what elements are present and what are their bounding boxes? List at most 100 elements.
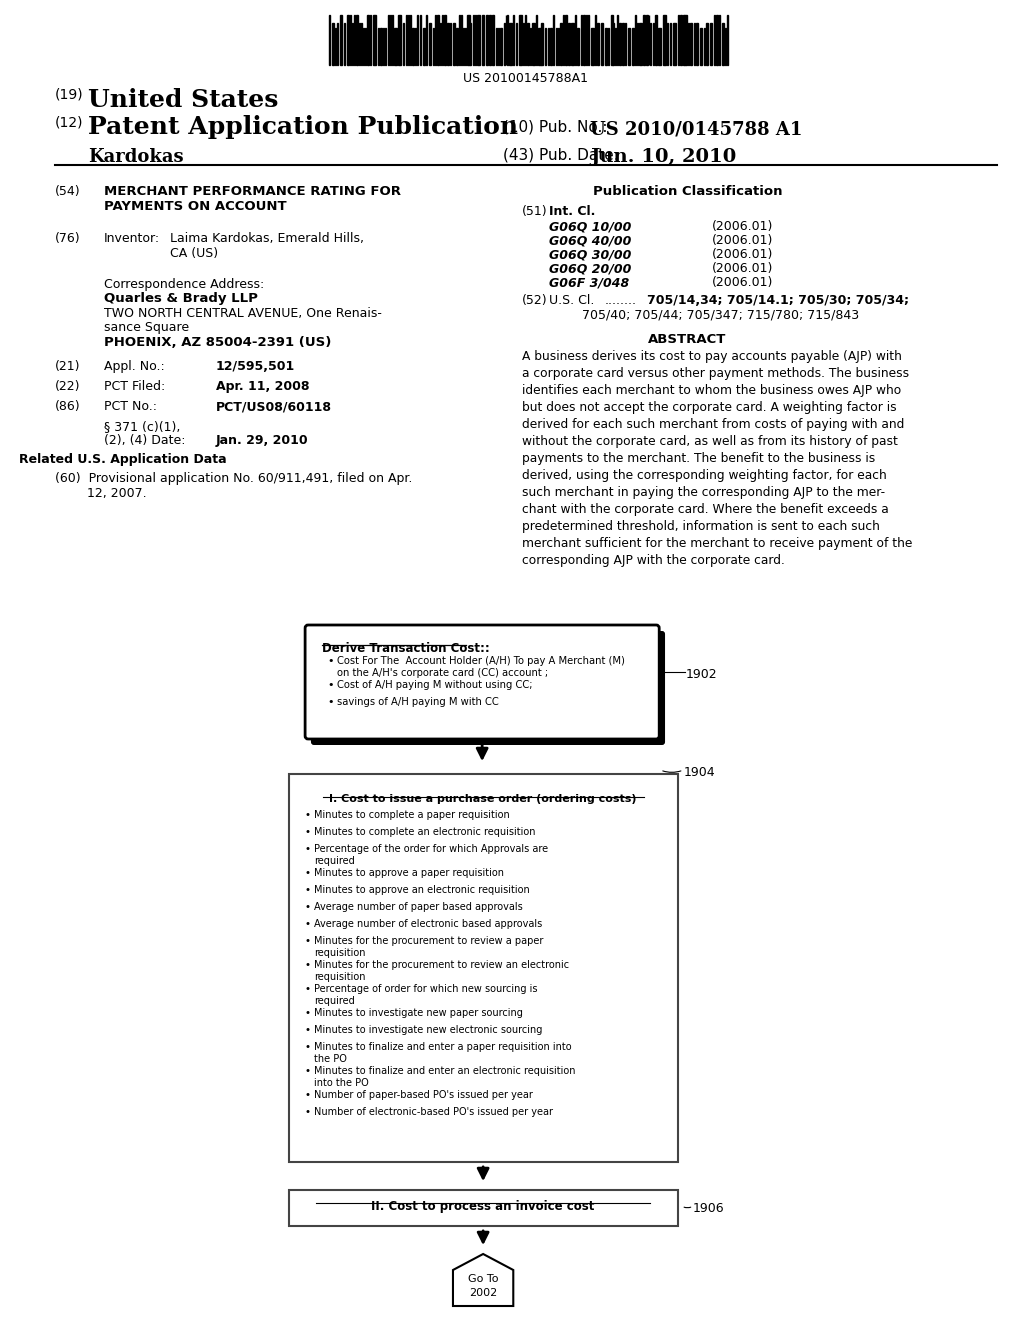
Bar — [565, 15, 567, 65]
Bar — [591, 28, 594, 65]
Text: Minutes to investigate new electronic sourcing: Minutes to investigate new electronic so… — [314, 1026, 543, 1035]
FancyBboxPatch shape — [289, 1191, 678, 1226]
Text: savings of A/H paying M with CC: savings of A/H paying M with CC — [337, 697, 499, 708]
Bar — [486, 15, 488, 65]
Text: Appl. No.:: Appl. No.: — [103, 360, 165, 374]
Text: (21): (21) — [55, 360, 81, 374]
Text: (12): (12) — [55, 115, 84, 129]
Text: (60)  Provisional application No. 60/911,491, filed on Apr.
        12, 2007.: (60) Provisional application No. 60/911,… — [55, 473, 413, 500]
Bar — [684, 15, 687, 65]
Text: PCT Filed:: PCT Filed: — [103, 380, 165, 393]
Text: Derive Transaction Cost::: Derive Transaction Cost:: — [322, 642, 489, 655]
Text: Jan. 29, 2010: Jan. 29, 2010 — [216, 434, 308, 447]
Text: •: • — [304, 936, 310, 946]
Bar — [577, 28, 580, 65]
Text: requisition: requisition — [314, 948, 366, 958]
Text: Average number of paper based approvals: Average number of paper based approvals — [314, 902, 522, 912]
Text: II. Cost to process an invoice cost: II. Cost to process an invoice cost — [372, 1200, 595, 1213]
Bar — [605, 28, 606, 65]
Text: I. Cost to issue a purchase order (ordering costs): I. Cost to issue a purchase order (order… — [330, 795, 637, 804]
Text: •: • — [304, 810, 310, 820]
Text: •: • — [304, 1041, 310, 1052]
Text: (2), (4) Date:: (2), (4) Date: — [103, 434, 185, 447]
Bar — [655, 15, 657, 65]
Text: 705/40; 705/44; 705/347; 715/780; 715/843: 705/40; 705/44; 705/347; 715/780; 715/84… — [583, 308, 859, 321]
Bar — [432, 28, 434, 65]
Bar — [444, 15, 446, 65]
Bar — [527, 22, 528, 65]
Text: •: • — [304, 1067, 310, 1076]
Bar — [477, 15, 480, 65]
Text: Minutes to approve an electronic requisition: Minutes to approve an electronic requisi… — [314, 884, 529, 895]
Text: Minutes to complete an electronic requisition: Minutes to complete an electronic requis… — [314, 828, 536, 837]
Text: Minutes to complete a paper requisition: Minutes to complete a paper requisition — [314, 810, 510, 820]
Bar — [680, 15, 682, 65]
Polygon shape — [453, 1254, 513, 1305]
Bar — [632, 28, 634, 65]
Text: US 20100145788A1: US 20100145788A1 — [464, 73, 589, 84]
Text: (2006.01): (2006.01) — [712, 276, 773, 289]
Text: •: • — [304, 960, 310, 970]
Text: MERCHANT PERFORMANCE RATING FOR
PAYMENTS ON ACCOUNT: MERCHANT PERFORMANCE RATING FOR PAYMENTS… — [103, 185, 400, 213]
Bar — [340, 15, 342, 65]
Text: PCT/US08/60118: PCT/US08/60118 — [216, 400, 332, 413]
Bar — [489, 15, 490, 65]
Bar — [719, 15, 721, 65]
Bar — [531, 22, 535, 65]
Text: U.S. Cl.: U.S. Cl. — [549, 294, 595, 308]
Text: ........: ........ — [605, 294, 637, 308]
Bar — [542, 22, 544, 65]
Text: 1904: 1904 — [684, 766, 715, 779]
Bar — [519, 15, 522, 65]
Bar — [429, 22, 431, 65]
Bar — [673, 22, 676, 65]
Text: Publication Classification: Publication Classification — [593, 185, 782, 198]
Bar — [447, 22, 450, 65]
Text: 705/14,34; 705/14.1; 705/30; 705/34;: 705/14,34; 705/14.1; 705/30; 705/34; — [646, 294, 908, 308]
Bar — [538, 28, 541, 65]
Text: Inventor:: Inventor: — [103, 232, 160, 246]
Text: •: • — [304, 919, 310, 929]
Bar — [706, 22, 708, 65]
Text: sance Square: sance Square — [103, 321, 188, 334]
Bar — [597, 22, 599, 65]
Bar — [368, 15, 370, 65]
Text: Kardokas: Kardokas — [88, 148, 183, 166]
Text: requisition: requisition — [314, 972, 366, 982]
Text: (51): (51) — [522, 205, 548, 218]
Text: G06Q 40/00: G06Q 40/00 — [549, 234, 632, 247]
Text: Patent Application Publication: Patent Application Publication — [88, 115, 518, 139]
Text: •: • — [328, 656, 334, 667]
Text: required: required — [314, 997, 354, 1006]
Bar — [696, 22, 698, 65]
Text: United States: United States — [88, 88, 279, 112]
Bar — [645, 15, 647, 65]
Text: Percentage of the order for which Approvals are: Percentage of the order for which Approv… — [314, 843, 548, 854]
Text: 12/595,501: 12/595,501 — [216, 360, 295, 374]
Text: TWO NORTH CENTRAL AVENUE, One Renais-: TWO NORTH CENTRAL AVENUE, One Renais- — [103, 308, 382, 319]
Text: •: • — [328, 680, 334, 690]
Text: (52): (52) — [522, 294, 548, 308]
Text: (10) Pub. No.:: (10) Pub. No.: — [503, 120, 607, 135]
Text: (19): (19) — [55, 88, 84, 102]
Text: Apr. 11, 2008: Apr. 11, 2008 — [216, 380, 309, 393]
Text: Minutes for the procurement to review a paper: Minutes for the procurement to review a … — [314, 936, 544, 946]
Text: Correspondence Address:: Correspondence Address: — [103, 279, 264, 290]
Bar — [639, 22, 642, 65]
Bar — [560, 22, 562, 65]
Bar — [482, 15, 484, 65]
Bar — [437, 15, 439, 65]
Bar — [700, 28, 702, 65]
Text: •: • — [304, 869, 310, 878]
Bar — [423, 28, 425, 65]
Text: into the PO: into the PO — [314, 1078, 369, 1088]
Bar — [570, 22, 573, 65]
Bar — [664, 15, 666, 65]
Text: Int. Cl.: Int. Cl. — [549, 205, 596, 218]
Bar — [453, 22, 455, 65]
Text: Jun. 10, 2010: Jun. 10, 2010 — [590, 148, 736, 166]
Bar — [690, 22, 692, 65]
Text: Go To
2002: Go To 2002 — [468, 1274, 499, 1298]
Text: Quarles & Brady LLP: Quarles & Brady LLP — [103, 292, 258, 305]
Text: Number of electronic-based PO's issued per year: Number of electronic-based PO's issued p… — [314, 1107, 553, 1117]
